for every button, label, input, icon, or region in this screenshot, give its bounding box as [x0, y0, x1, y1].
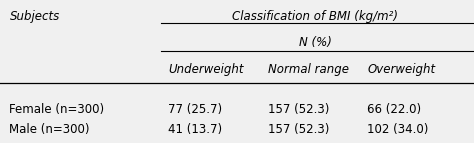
Text: 102 (34.0): 102 (34.0) — [367, 123, 428, 136]
Text: 77 (25.7): 77 (25.7) — [168, 103, 222, 116]
Text: Normal range: Normal range — [268, 63, 349, 76]
Text: 157 (52.3): 157 (52.3) — [268, 123, 329, 136]
Text: Overweight: Overweight — [367, 63, 436, 76]
Text: Classification of BMI (kg/m²): Classification of BMI (kg/m²) — [232, 10, 398, 23]
Text: 66 (22.0): 66 (22.0) — [367, 103, 421, 116]
Text: Female (n=300): Female (n=300) — [9, 103, 105, 116]
Text: N (%): N (%) — [299, 36, 332, 49]
Text: 41 (13.7): 41 (13.7) — [168, 123, 222, 136]
Text: 157 (52.3): 157 (52.3) — [268, 103, 329, 116]
Text: Male (n=300): Male (n=300) — [9, 123, 90, 136]
Text: Underweight: Underweight — [168, 63, 244, 76]
Text: Subjects: Subjects — [9, 10, 60, 23]
